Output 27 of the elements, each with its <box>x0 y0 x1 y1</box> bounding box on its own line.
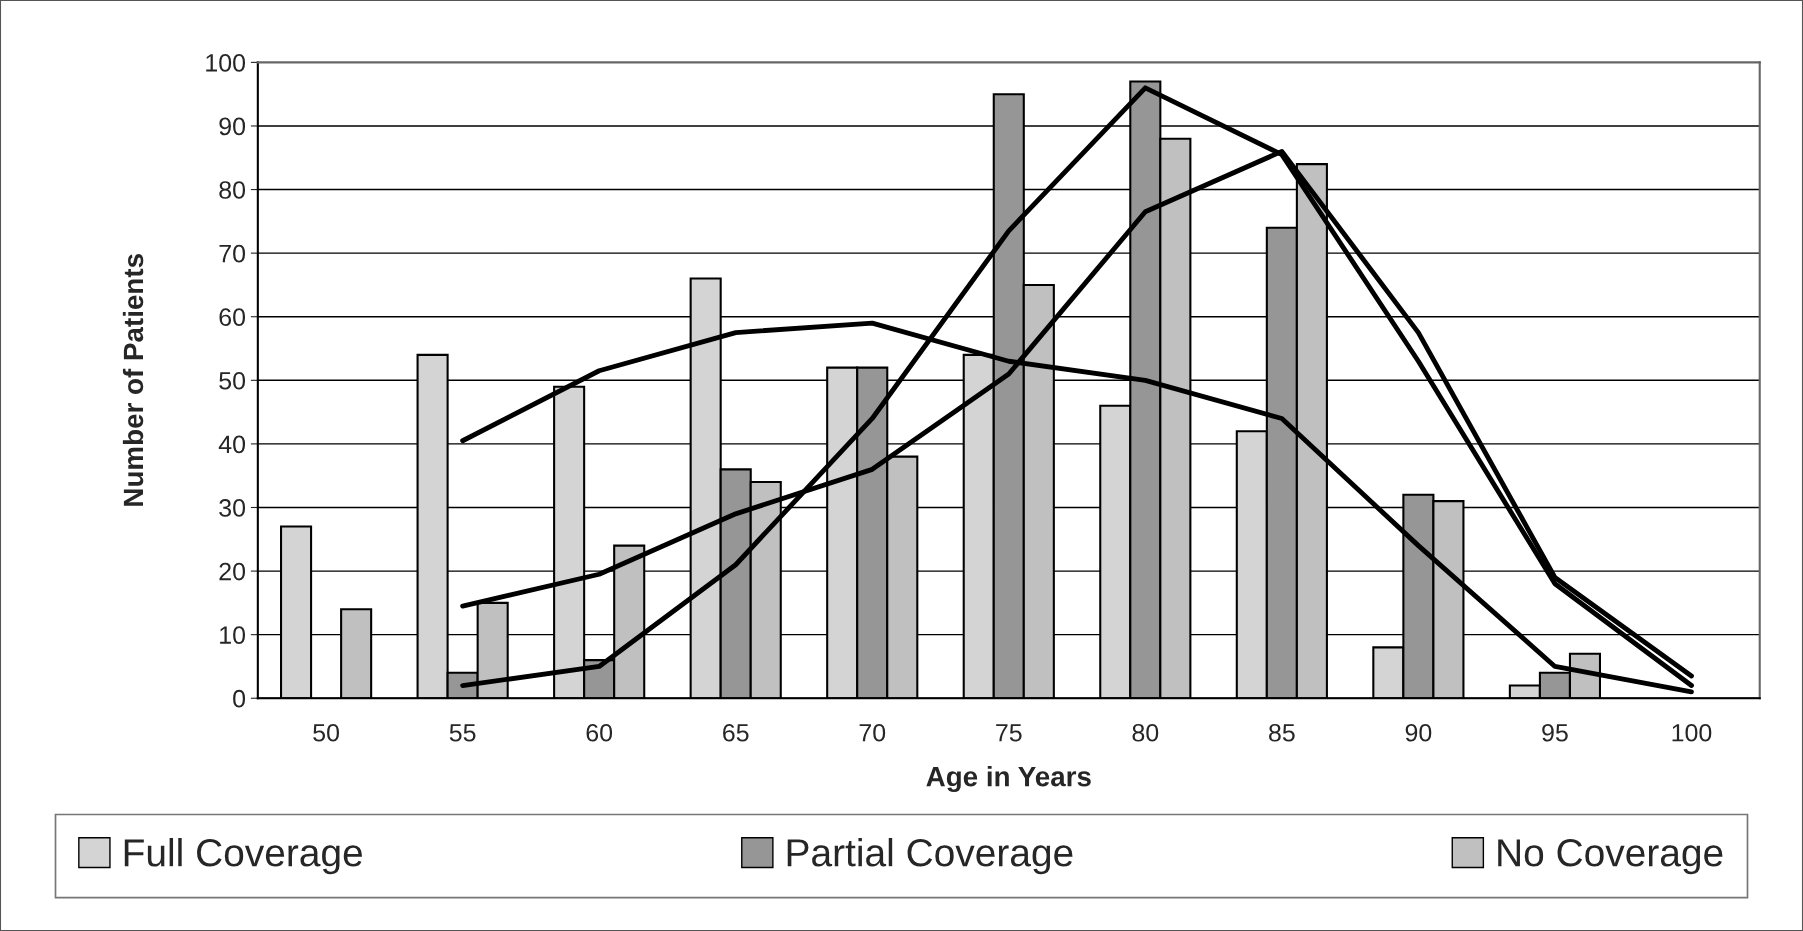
y-tick-label: 20 <box>219 562 246 581</box>
x-tick-label: 80 <box>1132 723 1159 742</box>
x-tick-label: 70 <box>859 723 886 742</box>
x-tick-label: 60 <box>586 723 613 742</box>
y-tick-label: 40 <box>218 435 246 454</box>
y-tick-label: 30 <box>219 499 246 517</box>
x-tick-label: 90 <box>1405 723 1432 742</box>
y-tick-label: 90 <box>219 117 246 136</box>
y-tick-label: 70 <box>219 244 246 263</box>
legend-label: No Coverage <box>1498 839 1723 875</box>
y-tick-label: 100 <box>206 53 246 72</box>
x-axis-title: Age in Years <box>926 766 1091 793</box>
x-tick-label: 65 <box>723 723 749 742</box>
x-tick-label: 75 <box>996 724 1022 742</box>
y-axis-title: Number of Patients <box>122 254 144 506</box>
y-tick-label: 50 <box>219 371 246 390</box>
y-tick-label: 10 <box>220 626 246 644</box>
x-tick-label: 55 <box>449 724 476 742</box>
x-tick-label: 100 <box>1672 723 1712 742</box>
legend-label: Partial Coverage <box>787 838 1073 875</box>
legend-label: Full Coverage <box>124 838 362 875</box>
x-tick-label: 85 <box>1269 723 1295 742</box>
x-tick-label: 50 <box>313 723 340 742</box>
y-tick-label: 0 <box>233 689 246 708</box>
x-tick-label: 95 <box>1542 723 1568 742</box>
y-tick-label: 80 <box>219 181 246 199</box>
y-tick-label: 60 <box>219 308 246 327</box>
